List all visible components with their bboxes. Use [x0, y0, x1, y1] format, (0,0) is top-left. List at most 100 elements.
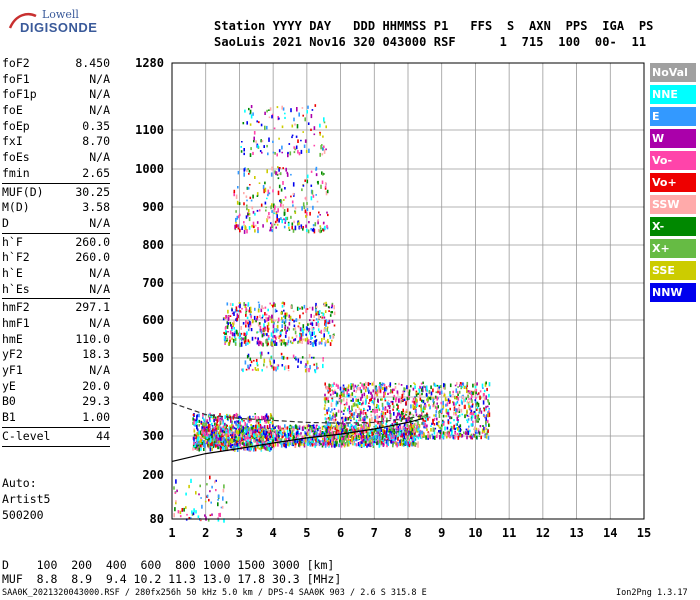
echo-point [371, 382, 374, 386]
echo-point [254, 307, 256, 311]
echo-point [275, 310, 278, 312]
echo-point [466, 419, 468, 421]
echo-point [235, 217, 237, 222]
echo-point [263, 329, 266, 333]
echo-point [267, 193, 269, 197]
echo-point [460, 382, 462, 386]
echo-point [349, 434, 351, 438]
echo-point [483, 426, 485, 431]
echo-point [319, 426, 321, 430]
echo-point [412, 414, 415, 417]
echo-point [434, 427, 437, 430]
echo-point [355, 389, 357, 393]
echo-point [274, 152, 276, 155]
echo-point [307, 432, 309, 436]
echo-point [386, 420, 388, 423]
echo-point [258, 431, 260, 434]
echo-point [359, 382, 362, 384]
echo-point [325, 442, 327, 445]
echo-point [262, 437, 264, 442]
echo-point [446, 399, 448, 402]
echo-point [261, 434, 264, 437]
echo-point [262, 416, 265, 420]
echo-point [350, 416, 352, 419]
echo-point [285, 434, 287, 440]
echo-point [443, 420, 445, 423]
echo-point [442, 421, 444, 424]
echo-point [324, 427, 327, 433]
echo-point [485, 408, 487, 411]
echo-point [359, 402, 362, 406]
echo-point [365, 386, 367, 389]
param-value: 110.0 [75, 331, 110, 346]
echo-point [292, 204, 294, 207]
echo-point [280, 342, 283, 346]
echo-point [393, 411, 395, 416]
echo-point [284, 314, 287, 319]
echo-point [420, 388, 423, 392]
echo-point [400, 433, 403, 437]
echo-point [224, 441, 226, 446]
echo-point [324, 327, 326, 330]
echo-point [220, 437, 223, 441]
echo-point [270, 317, 273, 320]
echo-point [364, 417, 367, 420]
echo-point [382, 439, 384, 442]
echo-point [458, 390, 461, 394]
echo-point [247, 364, 249, 369]
echo-point [266, 431, 269, 434]
echo-point [359, 435, 361, 438]
echo-point [470, 416, 473, 419]
echo-point [274, 205, 276, 210]
echo-point [318, 314, 320, 320]
echo-point [397, 404, 399, 410]
echo-point [214, 480, 216, 484]
echo-point [400, 397, 403, 400]
echo-point [400, 439, 403, 444]
echo-point [231, 308, 233, 312]
param-value: 3.58 [82, 200, 110, 215]
echo-point [228, 426, 231, 431]
echo-point [475, 389, 478, 392]
echo-point [324, 417, 327, 420]
echo-point [258, 341, 260, 347]
echo-point [383, 441, 386, 443]
echo-point [369, 429, 372, 434]
echo-point [305, 149, 308, 153]
echo-point [206, 436, 208, 439]
echo-point [238, 436, 241, 440]
echo-point [419, 397, 422, 401]
echo-point [253, 439, 255, 443]
echo-point [256, 441, 258, 446]
echo-point [272, 304, 274, 308]
echo-point [262, 342, 264, 347]
echo-point [250, 315, 252, 319]
echo-point [247, 328, 250, 332]
echo-point [243, 337, 245, 342]
echo-point [333, 425, 335, 428]
legend-item: SSE [650, 261, 696, 280]
echo-point [354, 433, 357, 438]
echo-point [315, 302, 317, 307]
echo-point [420, 382, 423, 385]
echo-point [281, 319, 284, 323]
echo-point [442, 400, 444, 406]
echo-point [389, 382, 392, 386]
echo-point [226, 416, 229, 420]
echo-point [282, 356, 285, 360]
echo-point [257, 368, 259, 372]
echo-point [327, 407, 330, 412]
echo-point [244, 360, 247, 365]
echo-point [197, 441, 200, 444]
echo-point [281, 219, 283, 224]
echo-point [299, 339, 301, 343]
echo-point [265, 339, 267, 344]
echo-point [319, 229, 321, 234]
echo-point [406, 389, 409, 393]
echo-point [374, 394, 377, 396]
echo-point [351, 405, 353, 410]
echo-point [248, 368, 250, 371]
echo-point [323, 336, 325, 340]
echo-point [286, 216, 289, 221]
echo-point [233, 438, 236, 441]
